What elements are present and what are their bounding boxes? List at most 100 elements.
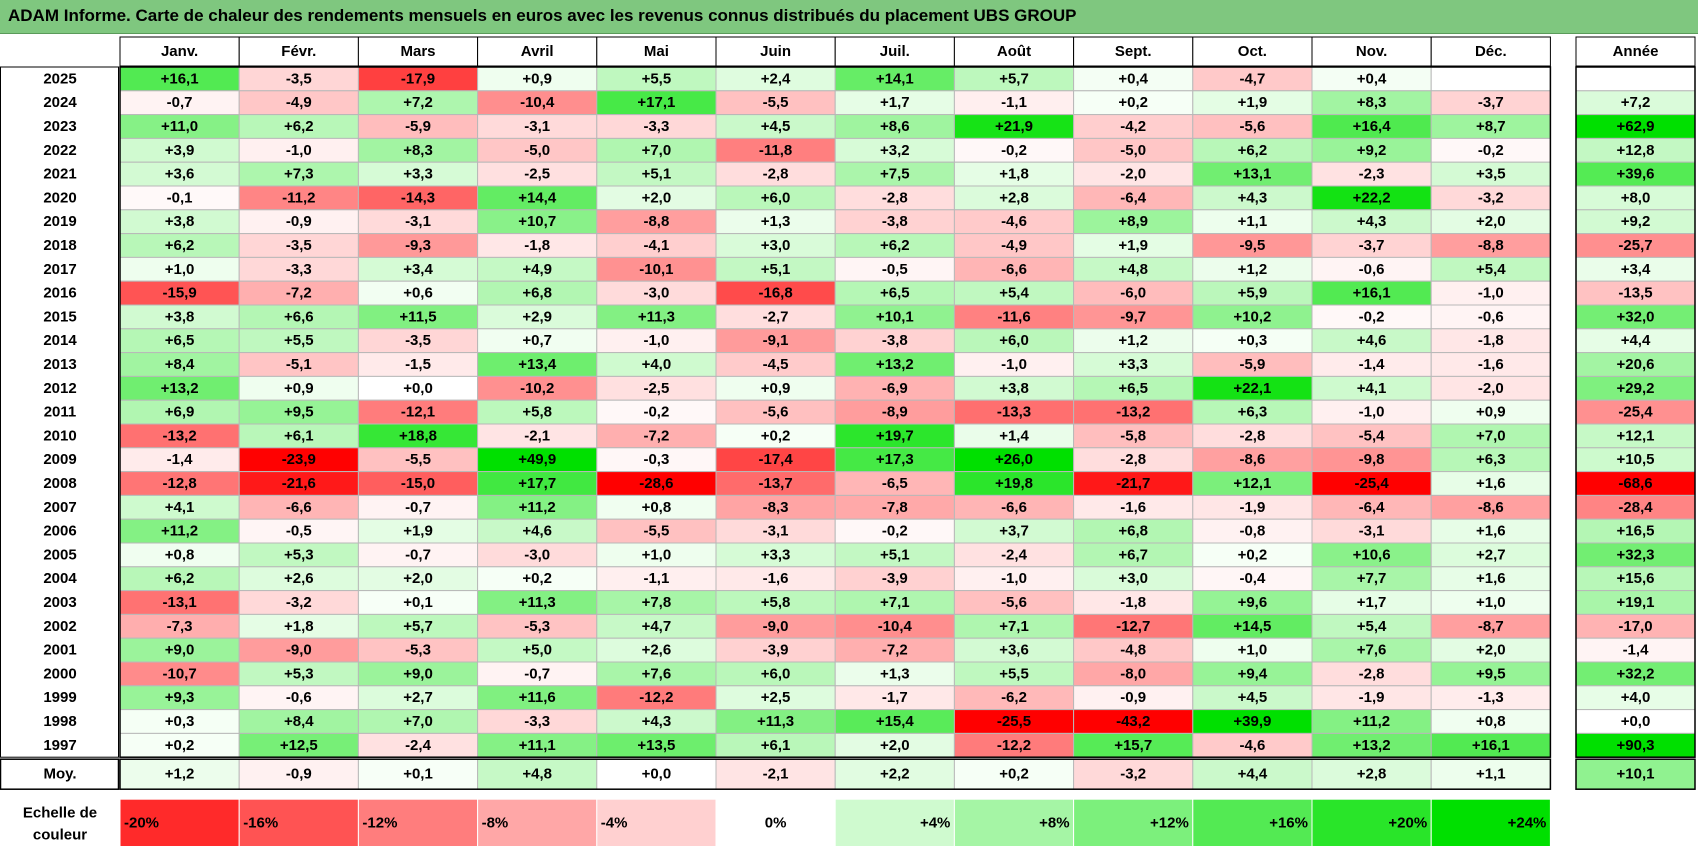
- cell-value-label: +4,3: [1238, 189, 1268, 206]
- average-value-label: +1,1: [1476, 766, 1506, 783]
- chart-title: ADAM Informe. Carte de chaleur des rende…: [8, 6, 1077, 25]
- cell-value-label: +1,0: [1476, 594, 1506, 611]
- cell-value-label: -5,9: [405, 118, 431, 135]
- cell-value-label: -1,9: [1359, 689, 1385, 706]
- cell-value-label: +6,3: [1476, 451, 1506, 468]
- year-label: 1999: [43, 689, 76, 706]
- cell-value-label: -5,5: [643, 523, 669, 540]
- cell-value-label: +2,0: [403, 570, 433, 587]
- cell-value-label: -4,5: [763, 356, 789, 373]
- annual-header-cell: [1575, 36, 1696, 67]
- cell-value-label: +16,1: [1353, 285, 1391, 302]
- column-header-label: Nov.: [1356, 43, 1387, 60]
- cell-value-label: -12,1: [401, 404, 435, 421]
- cell-value-label: +11,6: [519, 689, 556, 706]
- cell-value-label: -1,0: [1001, 356, 1027, 373]
- scale-swatch: [715, 798, 836, 846]
- annual-value-label: +4,4: [1621, 332, 1651, 349]
- cell-value-label: +1,2: [1238, 261, 1268, 278]
- cell-value-label: -9,3: [405, 237, 431, 254]
- annual-value-label: +62,9: [1617, 118, 1655, 135]
- cell-value-label: -2,8: [882, 189, 908, 206]
- cell-value-label: +1,0: [165, 261, 195, 278]
- cell-value-label: +2,6: [642, 642, 672, 659]
- cell-value-label: +11,5: [399, 308, 436, 325]
- cell-value-label: +5,8: [761, 594, 791, 611]
- cell-value-label: -1,5: [405, 356, 431, 373]
- year-label: 2013: [43, 356, 76, 373]
- cell-value-label: +26,0: [995, 451, 1033, 468]
- average-label: Moy.: [43, 766, 76, 783]
- cell-value-label: -0,3: [643, 451, 669, 468]
- cell-value-label: +1,0: [642, 546, 672, 563]
- cell-value-label: +6,1: [284, 427, 314, 444]
- cell-value-label: -0,7: [405, 546, 431, 563]
- scale-stop-label: +8%: [1039, 815, 1069, 832]
- cell-value-label: +0,6: [403, 285, 433, 302]
- cell-value-label: +5,0: [522, 642, 552, 659]
- cell-value-label: -2,8: [1120, 451, 1146, 468]
- cell-value-label: +6,8: [522, 285, 552, 302]
- column-header-cell: [238, 36, 359, 67]
- cell-value-label: -0,7: [405, 499, 431, 516]
- cell-value-label: -1,1: [1001, 94, 1027, 111]
- cell-value-label: +1,6: [1476, 570, 1506, 587]
- cell-value-label: +17,7: [518, 475, 556, 492]
- cell-value-label: +5,9: [1238, 285, 1268, 302]
- cell-value-label: -0,9: [1120, 689, 1146, 706]
- cell-value-label: +10,7: [518, 213, 556, 230]
- average-value-label: -3,2: [1120, 766, 1146, 783]
- cell-value-label: +0,2: [165, 737, 195, 754]
- cell-value-label: +6,3: [1238, 404, 1268, 421]
- column-header-cell: [1430, 36, 1551, 67]
- cell-value-label: +6,0: [999, 332, 1029, 349]
- cell-value-label: -28,6: [639, 475, 673, 492]
- cell-value-label: -6,6: [1001, 261, 1027, 278]
- cell-value-label: +2,0: [1476, 213, 1506, 230]
- year-label: 1997: [43, 737, 76, 754]
- column-header-cell: [1192, 36, 1313, 67]
- cell-value-label: -12,7: [1116, 618, 1150, 635]
- cell-value-label: -3,5: [405, 332, 431, 349]
- cell-value-label: +0,8: [1476, 713, 1506, 730]
- cell-value-label: +1,3: [880, 665, 910, 682]
- cell-value-label: +0,9: [1476, 404, 1506, 421]
- cell-value-label: +9,3: [165, 689, 195, 706]
- year-label: 2017: [43, 261, 76, 278]
- cell-value-label: -3,1: [1359, 523, 1385, 540]
- cell-value-label: +5,5: [284, 332, 314, 349]
- column-header-label: Oct.: [1238, 43, 1267, 60]
- scale-stop-label: -16%: [243, 815, 278, 832]
- average-annual-cell: [1575, 758, 1696, 790]
- cell-value-label: -1,4: [167, 451, 194, 468]
- cell-value-label: -6,5: [882, 475, 908, 492]
- cell-value-label: -13,2: [162, 427, 196, 444]
- cell-value-label: +14,4: [518, 189, 557, 206]
- cell-value-label: -1,8: [1120, 594, 1146, 611]
- cell-value-label: -2,5: [524, 166, 550, 183]
- year-label: 2025: [43, 70, 76, 87]
- cell-value-label: -8,8: [1478, 237, 1504, 254]
- cell-value-label: -5,1: [286, 356, 312, 373]
- column-header-cell: [953, 36, 1075, 67]
- cell-value-label: -1,8: [1478, 332, 1504, 349]
- year-label: 2016: [43, 285, 76, 302]
- cell-value-label: +3,7: [999, 523, 1029, 540]
- cell-value-label: -12,8: [162, 475, 196, 492]
- cell-value-label: +22,2: [1353, 189, 1391, 206]
- cell-value-label: -1,6: [1478, 356, 1504, 373]
- cell-value-label: +13,2: [876, 356, 914, 373]
- cell-value-label: +49,9: [518, 451, 556, 468]
- cell-value-label: -8,6: [1239, 451, 1265, 468]
- cell-value-label: -3,1: [524, 118, 550, 135]
- scale-stop-label: +24%: [1508, 815, 1547, 832]
- cell-value-label: -0,5: [286, 523, 312, 540]
- cell-value-label: -0,8: [1239, 523, 1265, 540]
- cell-value-label: +1,6: [1476, 475, 1506, 492]
- cell-value-label: +11,2: [161, 523, 198, 540]
- year-label: 2024: [43, 94, 77, 111]
- cell-value-label: +1,7: [880, 94, 910, 111]
- cell-value-label: -5,3: [524, 618, 550, 635]
- cell-value-label: -5,6: [1239, 118, 1265, 135]
- cell-value-label: -11,2: [282, 189, 315, 206]
